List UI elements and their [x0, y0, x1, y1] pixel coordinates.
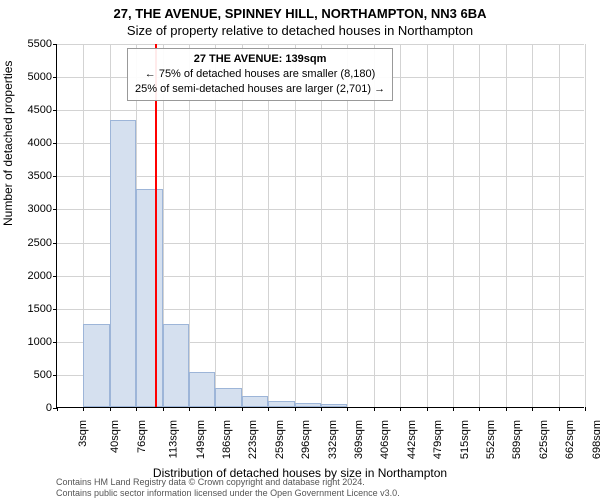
y-tick-mark [53, 342, 57, 343]
x-tick-mark [453, 407, 454, 411]
x-tick-mark [559, 407, 560, 411]
histogram-bar [83, 324, 109, 407]
x-tick-mark [215, 407, 216, 411]
gridline-v [559, 44, 560, 407]
y-tick-label: 1000 [8, 336, 52, 348]
y-tick-mark [53, 209, 57, 210]
plot-area: 27 THE AVENUE: 139sqm ← 75% of detached … [56, 44, 584, 408]
footer-line2: Contains public sector information licen… [56, 488, 400, 498]
x-tick-mark [242, 407, 243, 411]
y-tick-label: 0 [8, 402, 52, 414]
y-tick-mark [53, 110, 57, 111]
y-tick-label: 2000 [8, 270, 52, 282]
x-tick-label: 589sqm [512, 420, 524, 459]
y-tick-mark [53, 276, 57, 277]
x-tick-mark [479, 407, 480, 411]
chart-container: 27, THE AVENUE, SPINNEY HILL, NORTHAMPTO… [0, 0, 600, 500]
x-tick-label: 442sqm [406, 420, 418, 459]
y-tick-label: 5500 [8, 38, 52, 50]
title-sub: Size of property relative to detached ho… [0, 23, 600, 38]
y-tick-label: 2500 [8, 237, 52, 249]
x-tick-label: 662sqm [564, 420, 576, 459]
x-tick-mark [295, 407, 296, 411]
histogram-bar [136, 189, 162, 407]
x-tick-label: 40sqm [109, 420, 121, 453]
y-tick-label: 1500 [8, 303, 52, 315]
gridline-v [400, 44, 401, 407]
annotation-line1: 27 THE AVENUE: 139sqm [135, 52, 385, 67]
histogram-bar [189, 372, 215, 407]
histogram-bar [163, 324, 189, 407]
annotation-line2: ← 75% of detached houses are smaller (8,… [135, 67, 385, 82]
gridline-v [453, 44, 454, 407]
y-tick-mark [53, 309, 57, 310]
x-tick-label: 406sqm [380, 420, 392, 459]
x-tick-mark [110, 407, 111, 411]
histogram-bar [295, 403, 321, 407]
y-tick-mark [53, 243, 57, 244]
x-tick-label: 296sqm [300, 420, 312, 459]
x-tick-mark [136, 407, 137, 411]
x-tick-mark [506, 407, 507, 411]
x-tick-mark [268, 407, 269, 411]
x-tick-label: 698sqm [591, 420, 600, 459]
histogram-bar [110, 120, 136, 407]
gridline-v [506, 44, 507, 407]
x-tick-label: 76sqm [136, 420, 148, 453]
y-tick-label: 500 [8, 369, 52, 381]
x-tick-mark [585, 407, 586, 411]
x-tick-mark [57, 407, 58, 411]
y-tick-label: 5000 [8, 71, 52, 83]
gridline-v [427, 44, 428, 407]
y-tick-mark [53, 176, 57, 177]
x-tick-label: 479sqm [432, 420, 444, 459]
histogram-bar [215, 388, 241, 407]
x-tick-mark [189, 407, 190, 411]
x-tick-label: 259sqm [274, 420, 286, 459]
annotation-line3: 25% of semi-detached houses are larger (… [135, 82, 385, 97]
x-tick-mark [347, 407, 348, 411]
gridline-v [532, 44, 533, 407]
x-tick-mark [532, 407, 533, 411]
x-tick-label: 223sqm [248, 420, 260, 459]
y-tick-label: 3000 [8, 203, 52, 215]
y-tick-label: 4500 [8, 104, 52, 116]
histogram-bar [321, 404, 347, 407]
y-tick-label: 4000 [8, 137, 52, 149]
x-tick-mark [321, 407, 322, 411]
x-tick-label: 149sqm [195, 420, 207, 459]
y-tick-mark [53, 143, 57, 144]
x-tick-label: 332sqm [327, 420, 339, 459]
gridline-v [479, 44, 480, 407]
y-tick-label: 3500 [8, 170, 52, 182]
x-tick-label: 552sqm [485, 420, 497, 459]
x-tick-mark [163, 407, 164, 411]
y-tick-mark [53, 375, 57, 376]
gridline-v [585, 44, 586, 407]
x-tick-label: 625sqm [538, 420, 550, 459]
x-tick-label: 113sqm [168, 420, 180, 458]
footer-line1: Contains HM Land Registry data © Crown c… [56, 477, 400, 487]
x-tick-label: 369sqm [353, 420, 365, 459]
x-tick-label: 515sqm [459, 420, 471, 459]
title-main: 27, THE AVENUE, SPINNEY HILL, NORTHAMPTO… [0, 6, 600, 21]
y-tick-mark [53, 77, 57, 78]
x-tick-mark [400, 407, 401, 411]
x-tick-mark [427, 407, 428, 411]
footer: Contains HM Land Registry data © Crown c… [56, 477, 400, 498]
histogram-bar [268, 401, 294, 407]
histogram-bar [242, 396, 268, 407]
annotation-box: 27 THE AVENUE: 139sqm ← 75% of detached … [127, 48, 393, 101]
x-tick-label: 186sqm [221, 420, 233, 459]
y-tick-mark [53, 44, 57, 45]
x-tick-label: 3sqm [77, 420, 89, 447]
x-tick-mark [374, 407, 375, 411]
x-tick-mark [83, 407, 84, 411]
